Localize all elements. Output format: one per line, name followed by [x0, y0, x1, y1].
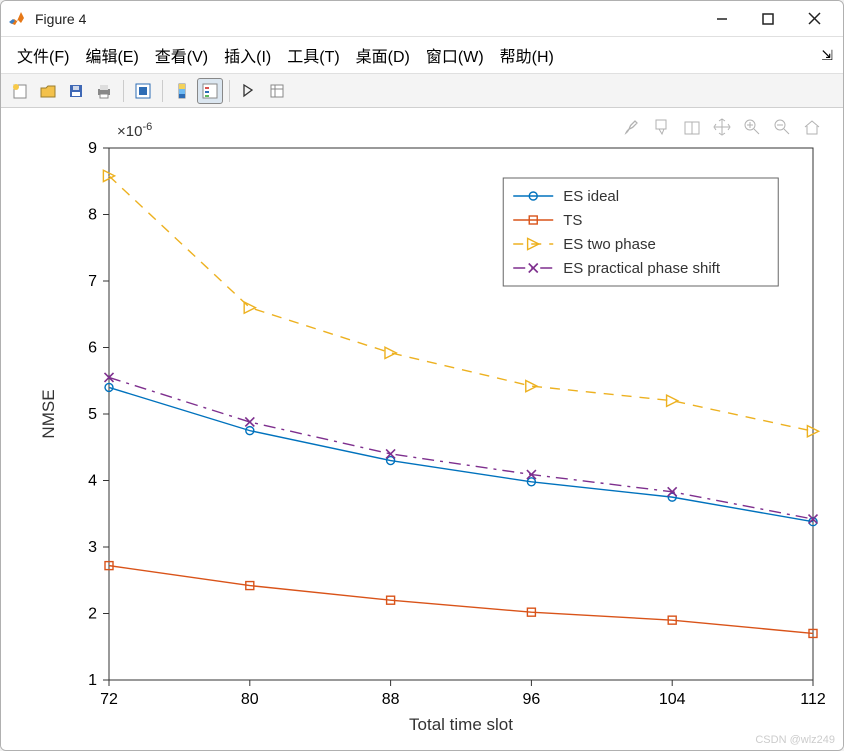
minimize-button[interactable] — [699, 1, 745, 37]
edit-plot-button[interactable] — [236, 78, 262, 104]
menu-desktop[interactable]: 桌面(D) — [350, 41, 416, 69]
print-button[interactable] — [91, 78, 117, 104]
watermark: CSDN @wlz249 — [755, 734, 835, 746]
save-button[interactable] — [63, 78, 89, 104]
maximize-button[interactable] — [745, 1, 791, 37]
svg-text:72: 72 — [100, 691, 118, 708]
toolbar-separator — [229, 80, 230, 102]
titlebar: Figure 4 — [1, 1, 843, 37]
menu-edit[interactable]: 编辑(E) — [79, 41, 144, 69]
new-figure-button[interactable] — [7, 78, 33, 104]
svg-text:8: 8 — [88, 207, 97, 224]
rotate-icon[interactable] — [681, 116, 703, 138]
svg-text:2: 2 — [88, 606, 97, 623]
menu-overflow-icon[interactable]: ⇲ — [821, 47, 833, 64]
plot-area: 72 80 88 96 104 112 1 2 3 4 5 6 7 8 9 Total time slot NM… — [1, 108, 843, 750]
svg-text:9: 9 — [88, 140, 97, 157]
svg-text:Total time slot: Total time slot — [409, 715, 513, 734]
menu-window[interactable]: 窗口(W) — [420, 41, 490, 69]
svg-text:NMSE: NMSE — [39, 389, 58, 438]
brush-icon[interactable] — [621, 116, 643, 138]
svg-text:ES practical phase shift: ES practical phase shift — [563, 260, 721, 277]
figure-window: Figure 4 文件(F) 编辑(E) 查看(V) 插入(I) 工具(T) 桌… — [0, 0, 844, 751]
datatip-icon[interactable] — [651, 116, 673, 138]
svg-text:104: 104 — [659, 691, 686, 708]
link-plot-button[interactable] — [130, 78, 156, 104]
legend-button[interactable] — [197, 78, 223, 104]
menu-tools[interactable]: 工具(T) — [281, 41, 345, 69]
window-title: Figure 4 — [35, 11, 699, 27]
chart-svg: 72 80 88 96 104 112 1 2 3 4 5 6 7 8 9 Total time slot NM… — [1, 108, 843, 748]
svg-text:×10-6: ×10-6 — [117, 121, 152, 140]
svg-text:4: 4 — [88, 473, 97, 490]
svg-text:96: 96 — [523, 691, 541, 708]
toolbar-separator — [162, 80, 163, 102]
pan-icon[interactable] — [711, 116, 733, 138]
close-button[interactable] — [791, 1, 837, 37]
svg-text:6: 6 — [88, 340, 97, 357]
svg-text:80: 80 — [241, 691, 259, 708]
zoom-out-icon[interactable] — [771, 116, 793, 138]
svg-text:88: 88 — [382, 691, 400, 708]
svg-text:ES two phase: ES two phase — [563, 236, 656, 253]
matlab-icon — [7, 9, 27, 29]
property-inspector-button[interactable] — [264, 78, 290, 104]
home-icon[interactable] — [801, 116, 823, 138]
axes-toolbar — [621, 116, 823, 138]
svg-text:5: 5 — [88, 406, 97, 423]
svg-text:TS: TS — [563, 212, 582, 229]
colorbar-button[interactable] — [169, 78, 195, 104]
menu-help[interactable]: 帮助(H) — [494, 41, 560, 69]
open-button[interactable] — [35, 78, 61, 104]
toolbar — [1, 74, 843, 108]
menu-file[interactable]: 文件(F) — [11, 41, 75, 69]
zoom-in-icon[interactable] — [741, 116, 763, 138]
menu-view[interactable]: 查看(V) — [149, 41, 214, 69]
toolbar-separator — [123, 80, 124, 102]
svg-text:ES ideal: ES ideal — [563, 188, 619, 205]
menubar: 文件(F) 编辑(E) 查看(V) 插入(I) 工具(T) 桌面(D) 窗口(W… — [1, 37, 843, 74]
svg-text:7: 7 — [88, 273, 97, 290]
svg-text:1: 1 — [88, 672, 97, 689]
svg-text:3: 3 — [88, 539, 97, 556]
menu-insert[interactable]: 插入(I) — [218, 41, 277, 69]
svg-text:112: 112 — [800, 691, 826, 708]
